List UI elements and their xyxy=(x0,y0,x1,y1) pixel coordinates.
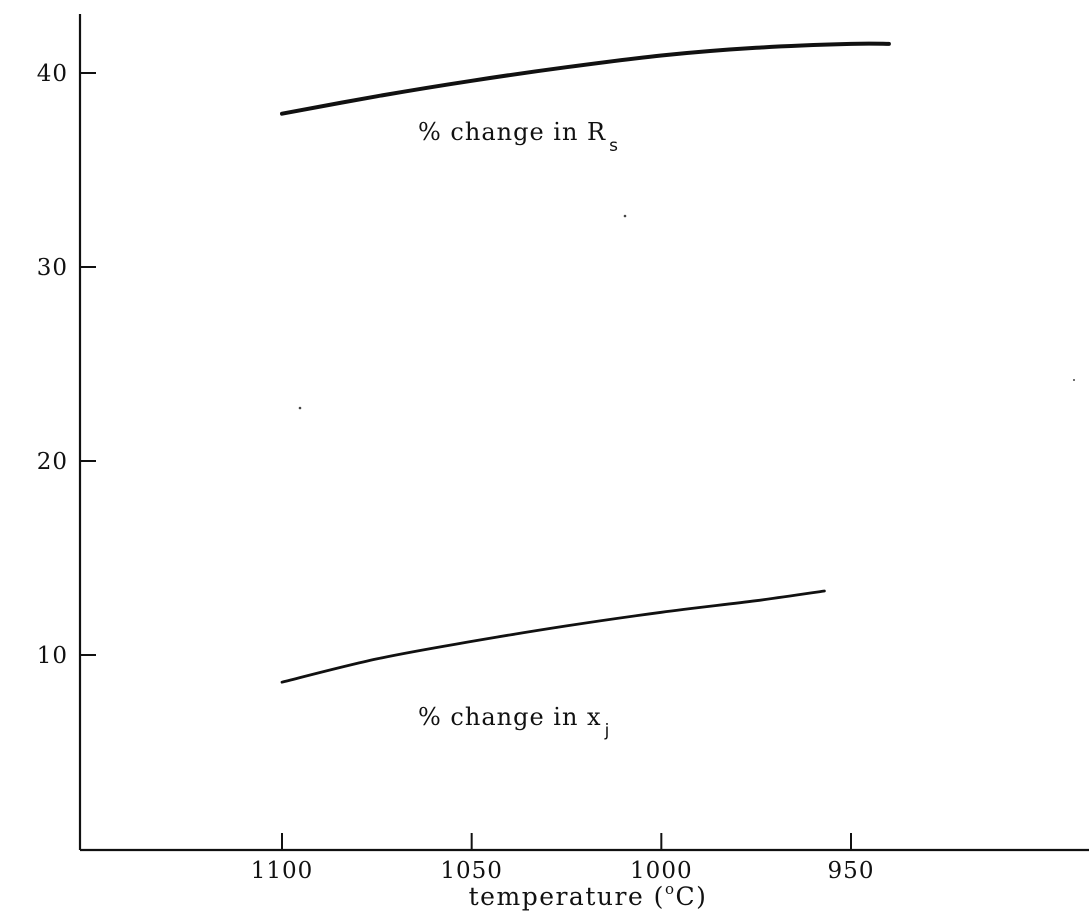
series-line-xj xyxy=(282,591,824,682)
x-tick-label: 950 xyxy=(828,858,875,884)
scan-speck xyxy=(299,407,302,410)
y-ticks: 10 20 30 40 xyxy=(37,61,96,669)
y-tick-label: 30 xyxy=(37,255,68,281)
x-ticks: 1100 1050 1000 950 xyxy=(251,833,875,884)
y-tick-label: 20 xyxy=(37,449,68,475)
y-tick-label: 10 xyxy=(37,643,68,669)
x-tick-label: 1000 xyxy=(630,858,693,884)
x-tick-label: 1100 xyxy=(251,858,314,884)
scan-speck xyxy=(1073,379,1075,381)
series-line-rs xyxy=(282,44,889,114)
x-axis-title: temperature (oC) xyxy=(469,880,708,911)
scan-speck xyxy=(624,215,627,218)
y-tick-label: 40 xyxy=(37,61,68,87)
x-tick-label: 1050 xyxy=(440,858,503,884)
